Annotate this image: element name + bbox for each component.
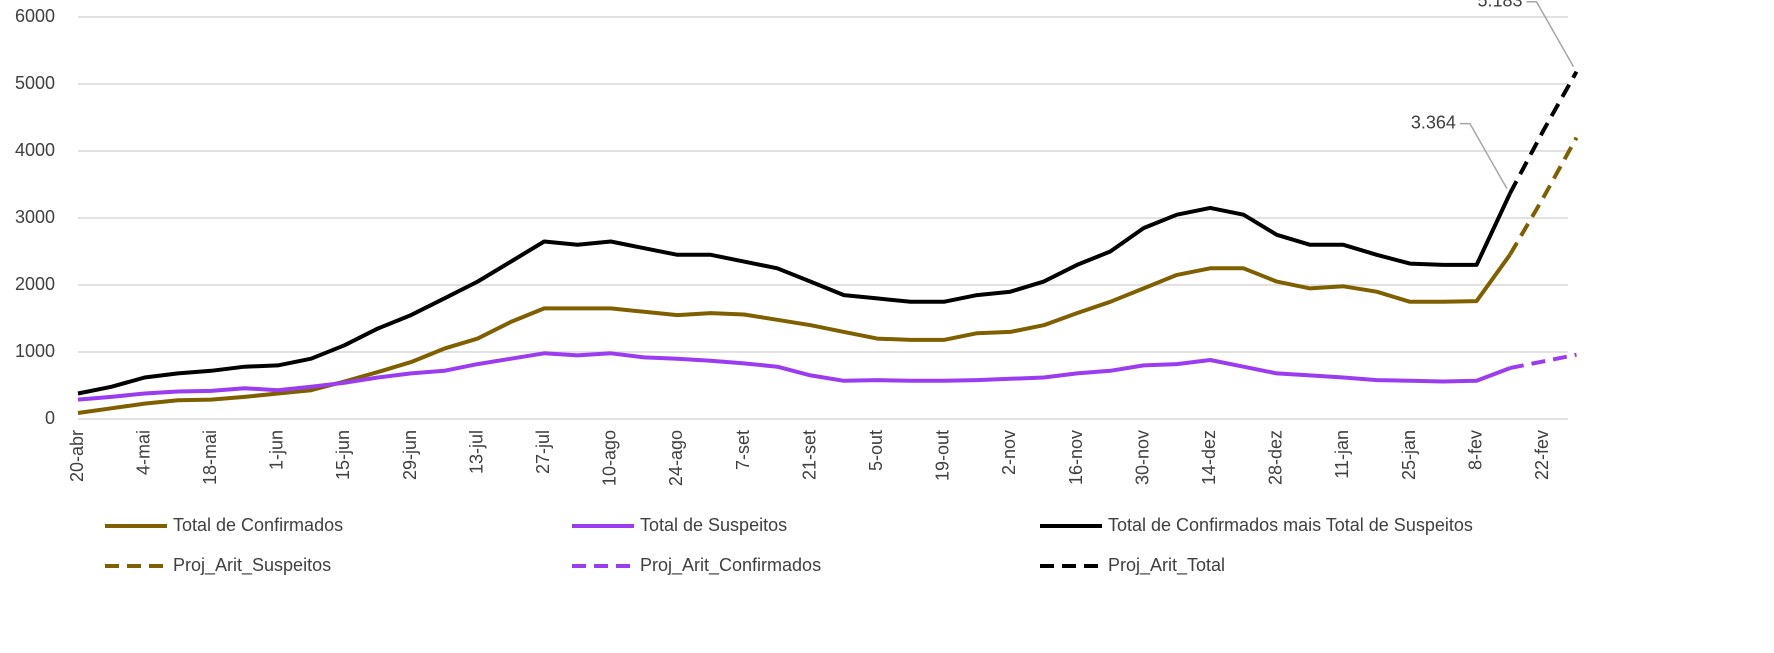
legend-label: Total de Suspeitos <box>640 515 787 535</box>
x-tick-label: 15-jun <box>333 430 353 480</box>
legend-label: Total de Confirmados mais Total de Suspe… <box>1108 515 1473 535</box>
x-tick-label: 11-jan <box>1332 430 1352 479</box>
y-tick-label: 3000 <box>15 207 55 227</box>
leader-line <box>1459 122 1508 189</box>
legend-label: Total de Confirmados <box>173 515 343 535</box>
x-tick-label: 7-set <box>733 430 753 470</box>
x-tick-label: 22-fev <box>1532 430 1552 480</box>
leader-line <box>1526 0 1575 68</box>
x-tick-label: 20-abr <box>67 430 87 482</box>
series-line <box>77 253 1512 415</box>
x-tick-label: 4-mai <box>133 430 153 475</box>
y-tick-label: 0 <box>45 408 55 428</box>
y-tick-label: 5000 <box>15 73 55 93</box>
series-line <box>1508 136 1579 256</box>
series-line <box>1508 70 1579 195</box>
legend-label: Proj_Arit_Suspeitos <box>173 555 331 576</box>
data-label: 3.364 <box>1411 112 1456 132</box>
series-line <box>77 351 1511 402</box>
x-tick-label: 16-nov <box>1066 430 1086 485</box>
x-tick-label: 13-jul <box>466 430 486 474</box>
x-tick-label: 1-jun <box>267 430 287 470</box>
y-tick-label: 4000 <box>15 140 55 160</box>
y-tick-label: 2000 <box>15 274 55 294</box>
x-tick-label: 14-dez <box>1199 430 1219 485</box>
x-tick-label: 19-out <box>933 430 953 481</box>
legend-label: Proj_Arit_Total <box>1108 555 1225 576</box>
x-tick-label: 24-ago <box>666 430 686 486</box>
x-tick-label: 30-nov <box>1132 430 1152 485</box>
data-label: 5.183 <box>1477 0 1522 10</box>
x-tick-label: 2-nov <box>999 430 1019 475</box>
series-line <box>77 192 1512 396</box>
x-tick-label: 29-jun <box>400 430 420 480</box>
x-tick-label: 25-jan <box>1399 430 1419 480</box>
x-tick-label: 21-set <box>799 430 819 480</box>
x-tick-label: 18-mai <box>200 430 220 485</box>
x-tick-label: 27-jul <box>533 430 553 474</box>
legend-label: Proj_Arit_Confirmados <box>640 555 821 576</box>
y-tick-label: 1000 <box>15 341 55 361</box>
x-tick-label: 8-fev <box>1465 430 1485 470</box>
series-line <box>1509 352 1577 371</box>
y-tick-label: 6000 <box>15 6 55 26</box>
x-tick-label: 10-ago <box>600 430 620 486</box>
x-tick-label: 28-dez <box>1266 430 1286 485</box>
x-tick-label: 5-out <box>866 430 886 471</box>
